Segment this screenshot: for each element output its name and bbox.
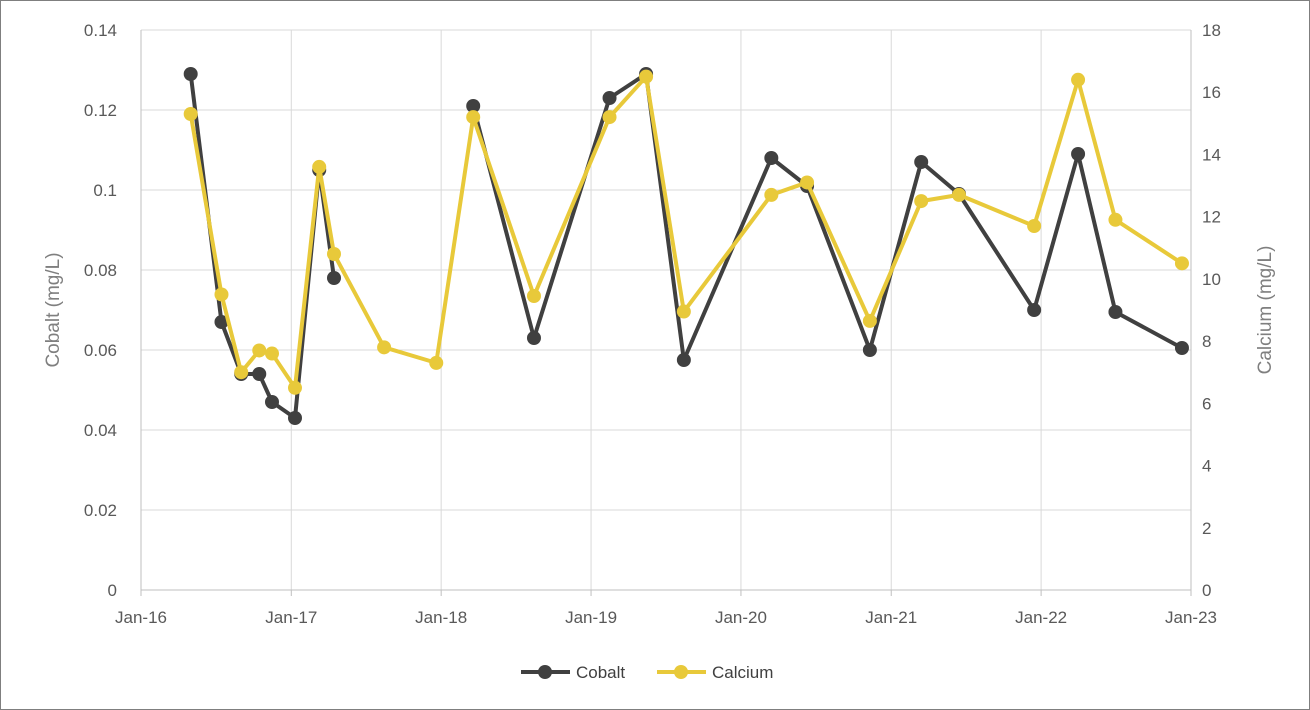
- axes: 0 0.02 0.04 0.06 0.08 0.1 0.12 0.14 0 2 4 6 8 10 12 14 1…: [84, 21, 1221, 627]
- x-tick-label: Jan-21: [865, 608, 917, 627]
- y-tick-label-right: 6: [1202, 394, 1211, 413]
- data-point-calcium: [287, 380, 302, 395]
- data-point-calcium: [429, 355, 444, 370]
- y-tick-label-right: 14: [1202, 145, 1221, 164]
- y-tick-label-right: 12: [1202, 208, 1221, 227]
- y-tick-label-left: 0.14: [84, 21, 117, 40]
- data-point-calcium: [234, 365, 249, 380]
- series-calcium: [183, 69, 1189, 395]
- y-tick-label-left: 0.06: [84, 341, 117, 360]
- data-point-cobalt: [526, 331, 541, 345]
- x-tick-label: Jan-23: [1165, 608, 1217, 627]
- legend-swatch-cobalt-marker: [538, 665, 552, 679]
- data-point-calcium: [214, 287, 229, 302]
- x-tick-label: Jan-17: [265, 608, 317, 627]
- data-point-cobalt: [1174, 341, 1189, 355]
- legend-item-calcium: Calcium: [657, 663, 773, 682]
- y-tick-label-right: 16: [1202, 83, 1221, 102]
- series-lines: [183, 67, 1189, 425]
- data-point-cobalt: [1027, 303, 1042, 317]
- y-tick-label-right: 4: [1202, 457, 1211, 476]
- data-point-cobalt: [914, 155, 929, 169]
- y-tick-label-left: 0.1: [93, 181, 117, 200]
- data-point-calcium: [602, 110, 617, 125]
- data-point-cobalt: [264, 395, 279, 409]
- y-tick-label-right: 10: [1202, 270, 1221, 289]
- data-point-calcium: [800, 175, 815, 190]
- y-tick-label-right: 18: [1202, 21, 1221, 40]
- data-point-cobalt: [183, 67, 198, 81]
- data-point-cobalt: [764, 151, 779, 165]
- data-point-cobalt: [862, 343, 877, 357]
- data-point-calcium: [1174, 256, 1189, 271]
- legend: Cobalt Calcium: [521, 663, 773, 682]
- x-tick-label: Jan-16: [115, 608, 167, 627]
- y-tick-label-right: 0: [1202, 581, 1211, 600]
- data-point-cobalt: [1071, 147, 1086, 161]
- y-tick-label-left: 0.12: [84, 101, 117, 120]
- legend-item-cobalt: Cobalt: [521, 663, 625, 682]
- data-point-calcium: [764, 187, 779, 202]
- data-point-cobalt: [676, 353, 691, 367]
- data-point-calcium: [862, 313, 877, 328]
- y-tick-label-right: 8: [1202, 332, 1211, 351]
- x-tick-label: Jan-22: [1015, 608, 1067, 627]
- y-tick-label-left: 0: [108, 581, 117, 600]
- y-tick-label-left: 0.08: [84, 261, 117, 280]
- data-point-calcium: [951, 187, 966, 202]
- y-tick-label-left: 0.04: [84, 421, 117, 440]
- y-axis-title-left: Cobalt (mg/L): [43, 252, 64, 367]
- data-point-calcium: [312, 159, 327, 174]
- data-point-cobalt: [1108, 305, 1123, 319]
- data-point-calcium: [252, 343, 267, 358]
- data-point-calcium: [327, 247, 341, 261]
- data-point-calcium: [1071, 72, 1086, 87]
- data-point-calcium: [639, 69, 654, 84]
- data-point-calcium: [526, 289, 541, 303]
- data-point-calcium: [1108, 212, 1123, 227]
- data-point-calcium: [264, 346, 279, 361]
- gridlines: [141, 29, 1191, 590]
- data-point-calcium: [377, 340, 392, 355]
- data-point-calcium: [183, 107, 198, 121]
- data-point-calcium: [466, 110, 481, 125]
- y-axis-title-right: Calcium (mg/L): [1255, 246, 1276, 375]
- data-point-cobalt: [602, 91, 617, 105]
- data-point-cobalt: [287, 411, 302, 425]
- x-tick-label: Jan-19: [565, 608, 617, 627]
- legend-label-calcium: Calcium: [712, 663, 773, 682]
- data-point-cobalt: [466, 99, 481, 113]
- data-point-calcium: [1027, 219, 1042, 233]
- data-point-cobalt: [327, 271, 341, 285]
- data-point-calcium: [914, 194, 929, 209]
- y-tick-label-right: 2: [1202, 519, 1211, 538]
- legend-label-cobalt: Cobalt: [576, 663, 625, 682]
- y-tick-label-left: 0.02: [84, 501, 117, 520]
- legend-swatch-calcium-marker: [674, 665, 688, 679]
- x-tick-label: Jan-20: [715, 608, 767, 627]
- data-point-cobalt: [214, 315, 229, 329]
- data-point-cobalt: [252, 367, 267, 381]
- data-point-calcium: [676, 304, 691, 319]
- x-tick-label: Jan-18: [415, 608, 467, 627]
